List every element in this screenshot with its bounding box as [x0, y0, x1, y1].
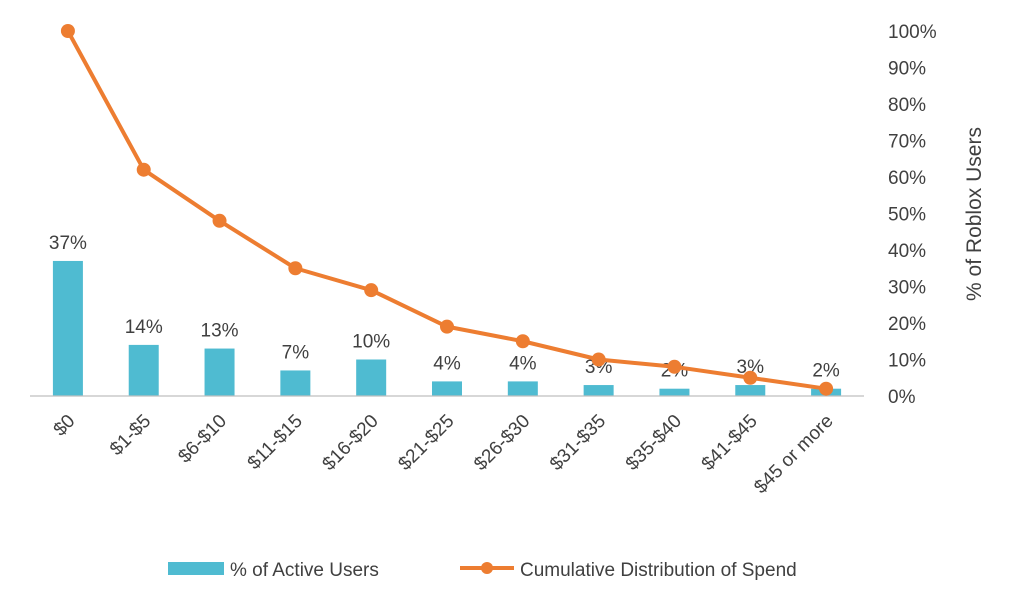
x-tick-label: $1-$5 — [106, 411, 155, 460]
line-point — [212, 213, 227, 228]
y-tick-label: 70% — [888, 132, 926, 153]
legend: % of Active Users Cumulative Distributio… — [168, 560, 797, 581]
line-point — [515, 334, 530, 349]
bar — [128, 344, 159, 396]
bar — [204, 348, 235, 396]
y-tick-label: 20% — [888, 314, 926, 335]
bar-data-label: 7% — [282, 342, 310, 363]
y-tick-label: 40% — [888, 241, 926, 262]
bar-data-label: 13% — [201, 321, 239, 342]
y-tick-label: 100% — [888, 22, 937, 43]
x-tick-label: $6-$10 — [174, 411, 231, 468]
bar — [659, 388, 690, 396]
x-tick-label: $45 or more — [750, 411, 837, 498]
y-tick-label: 50% — [888, 205, 926, 226]
y-tick-label: 10% — [888, 351, 926, 372]
line-point — [591, 352, 606, 367]
bar-data-label: 37% — [49, 233, 87, 254]
x-tick-label: $31-$35 — [546, 411, 610, 475]
bar-data-label: 3% — [737, 357, 765, 378]
line-point — [819, 381, 834, 396]
line-point — [440, 319, 454, 334]
x-tick-label: $35-$40 — [622, 411, 686, 475]
line-point — [136, 162, 151, 177]
legend-bar-label: % of Active Users — [230, 560, 379, 581]
legend-bar-swatch — [168, 562, 224, 575]
x-tick-label: $16-$20 — [319, 411, 383, 475]
bar-data-label: 4% — [433, 353, 461, 374]
y-tick-label: 60% — [888, 168, 926, 189]
y-tick-label: 0% — [888, 387, 916, 408]
bar-data-label: 14% — [125, 317, 163, 338]
line-point — [364, 283, 379, 298]
bar — [280, 370, 311, 396]
bar — [432, 381, 462, 396]
bar — [583, 385, 614, 396]
y-tick-label: 90% — [888, 59, 926, 80]
bar — [507, 381, 538, 396]
x-tick-label: $11-$15 — [244, 411, 307, 474]
x-tick-label: $21-$25 — [394, 411, 458, 475]
line-series — [60, 24, 834, 396]
line-point — [288, 261, 303, 276]
x-tick-labels: $0 $1-$5 $6-$10 $11-$15 $16-$20 $21-$25 $26-$3… — [50, 411, 838, 498]
y-axis-title: % of Roblox Users — [963, 127, 986, 301]
line-point — [743, 370, 758, 385]
y-tick-label: 80% — [888, 95, 926, 116]
line-point — [667, 359, 682, 374]
line-point — [60, 24, 75, 38]
bar-data-label: 3% — [585, 357, 613, 378]
series-line — [66, 30, 827, 391]
bar-data-label: 10% — [352, 332, 390, 353]
y-tick-label: 30% — [888, 278, 926, 299]
bar — [52, 260, 83, 396]
x-tick-label: $26-$30 — [470, 411, 534, 475]
bar-data-label: 2% — [812, 361, 840, 382]
bar — [356, 359, 387, 396]
y-tick-labels: 0% 10% 20% 30% 40% 50% 60% 70% 80% 90% 100% — [888, 22, 937, 408]
bar-series — [52, 260, 842, 396]
data-labels: 37%14%13%7%10%4%4%3%2%3%2% — [49, 233, 840, 382]
x-tick-label: $41-$45 — [698, 411, 762, 475]
legend-line-label: Cumulative Distribution of Spend — [520, 560, 797, 581]
x-tick-label: $0 — [50, 411, 80, 441]
legend-line-marker — [481, 562, 493, 574]
bar-data-label: 4% — [509, 353, 537, 374]
bar — [735, 385, 766, 396]
